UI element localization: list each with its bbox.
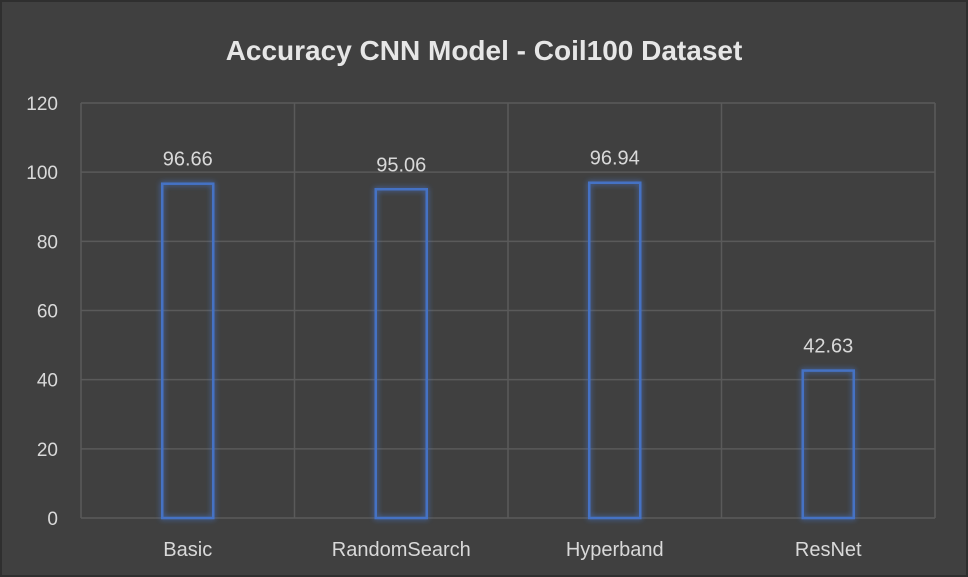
- data-label: 42.63: [803, 336, 853, 358]
- y-tick-label: 80: [37, 232, 58, 253]
- bar-randomsearch: [374, 188, 428, 520]
- y-tick-label: 60: [37, 302, 58, 323]
- data-label: 96.66: [163, 149, 213, 171]
- y-tick-label: 100: [26, 163, 58, 184]
- y-tick-label: 120: [26, 94, 58, 115]
- x-axis-ticks: Basic RandomSearch Hyperband ResNet: [163, 539, 862, 561]
- value-labels: 96.66 95.06 96.94 42.63: [163, 148, 854, 358]
- chart-title: Accuracy CNN Model - Coil100 Dataset: [226, 35, 743, 66]
- bars: [161, 181, 855, 520]
- y-tick-label: 20: [37, 440, 58, 461]
- x-tick-label: Basic: [163, 539, 212, 561]
- x-tick-label: RandomSearch: [332, 539, 471, 561]
- y-axis-ticks: 0 20 40 60 80 100 120: [26, 94, 58, 530]
- gridlines: [80, 102, 936, 519]
- x-tick-label: Hyperband: [566, 539, 664, 561]
- x-tick-label: ResNet: [795, 539, 862, 561]
- bar-hyperband: [588, 181, 642, 520]
- bar-resnet: [801, 369, 855, 520]
- data-label: 95.06: [376, 154, 426, 176]
- data-label: 96.94: [590, 148, 640, 170]
- bar-basic: [161, 182, 215, 520]
- y-tick-label: 40: [37, 371, 58, 392]
- y-tick-label: 0: [47, 509, 58, 530]
